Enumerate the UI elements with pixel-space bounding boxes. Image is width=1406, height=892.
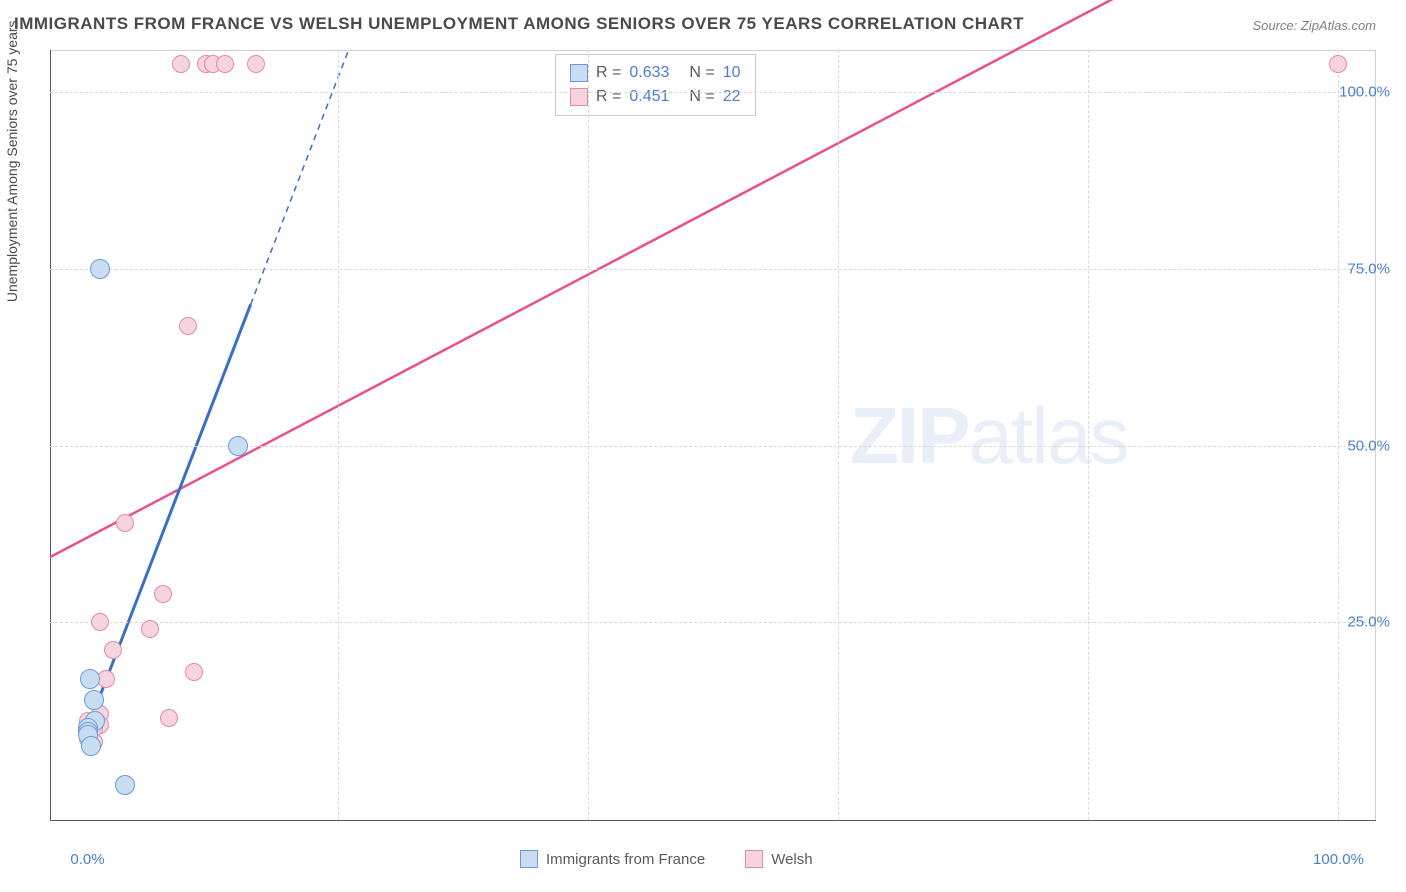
legend-item-blue: Immigrants from France <box>520 850 705 868</box>
gridline-v <box>338 50 339 820</box>
data-point <box>91 613 109 631</box>
blue-n-value: 10 <box>723 61 741 85</box>
blue-swatch <box>570 64 588 82</box>
y-tick-label: 25.0% <box>1347 614 1390 631</box>
data-point <box>179 317 197 335</box>
data-point <box>1329 55 1347 73</box>
gridline-v <box>1088 50 1089 820</box>
x-tick-label: 100.0% <box>1313 851 1364 868</box>
data-point <box>90 259 110 279</box>
legend-item-pink: Welsh <box>745 850 812 868</box>
data-point <box>116 514 134 532</box>
gridline-h <box>50 622 1376 623</box>
blue-swatch <box>520 850 538 868</box>
gridline-h <box>50 446 1376 447</box>
gridline-v <box>838 50 839 820</box>
stats-row-pink: R = 0.451 N = 22 <box>570 85 741 109</box>
chart-title: IMMIGRANTS FROM FRANCE VS WELSH UNEMPLOY… <box>14 14 1024 34</box>
x-tick-label: 0.0% <box>70 851 104 868</box>
pink-n-value: 22 <box>723 85 741 109</box>
pink-series-label: Welsh <box>771 851 812 868</box>
trend-line <box>88 304 251 728</box>
data-point <box>84 690 104 710</box>
data-point <box>80 669 100 689</box>
blue-series-label: Immigrants from France <box>546 851 705 868</box>
data-point <box>247 55 265 73</box>
r-label: R = <box>596 85 621 109</box>
pink-r-value: 0.451 <box>629 85 669 109</box>
pink-swatch <box>745 850 763 868</box>
y-tick-label: 100.0% <box>1339 84 1390 101</box>
gridline-h <box>50 269 1376 270</box>
data-point <box>115 775 135 795</box>
data-point <box>154 585 172 603</box>
series-legend: Immigrants from France Welsh <box>520 850 813 868</box>
data-point <box>160 709 178 727</box>
blue-r-value: 0.633 <box>629 61 669 85</box>
source-label: Source: ZipAtlas.com <box>1252 18 1376 33</box>
r-label: R = <box>596 61 621 85</box>
x-axis-line <box>50 820 1376 821</box>
gridline-h <box>50 92 1376 93</box>
pink-swatch <box>570 88 588 106</box>
data-point <box>228 436 248 456</box>
y-axis-title: Unemployment Among Seniors over 75 years <box>4 20 20 302</box>
data-point <box>172 55 190 73</box>
y-tick-label: 50.0% <box>1347 437 1390 454</box>
stats-legend: R = 0.633 N = 10 R = 0.451 N = 22 <box>555 54 756 116</box>
n-label: N = <box>689 61 714 85</box>
trend-line <box>251 50 349 304</box>
gridline-v <box>1338 50 1339 820</box>
data-point <box>216 55 234 73</box>
trend-lines-svg <box>50 50 1376 820</box>
data-point <box>141 620 159 638</box>
gridline-v <box>588 50 589 820</box>
n-label: N = <box>689 85 714 109</box>
data-point <box>185 663 203 681</box>
y-tick-label: 75.0% <box>1347 260 1390 277</box>
stats-row-blue: R = 0.633 N = 10 <box>570 61 741 85</box>
data-point <box>81 736 101 756</box>
data-point <box>104 641 122 659</box>
